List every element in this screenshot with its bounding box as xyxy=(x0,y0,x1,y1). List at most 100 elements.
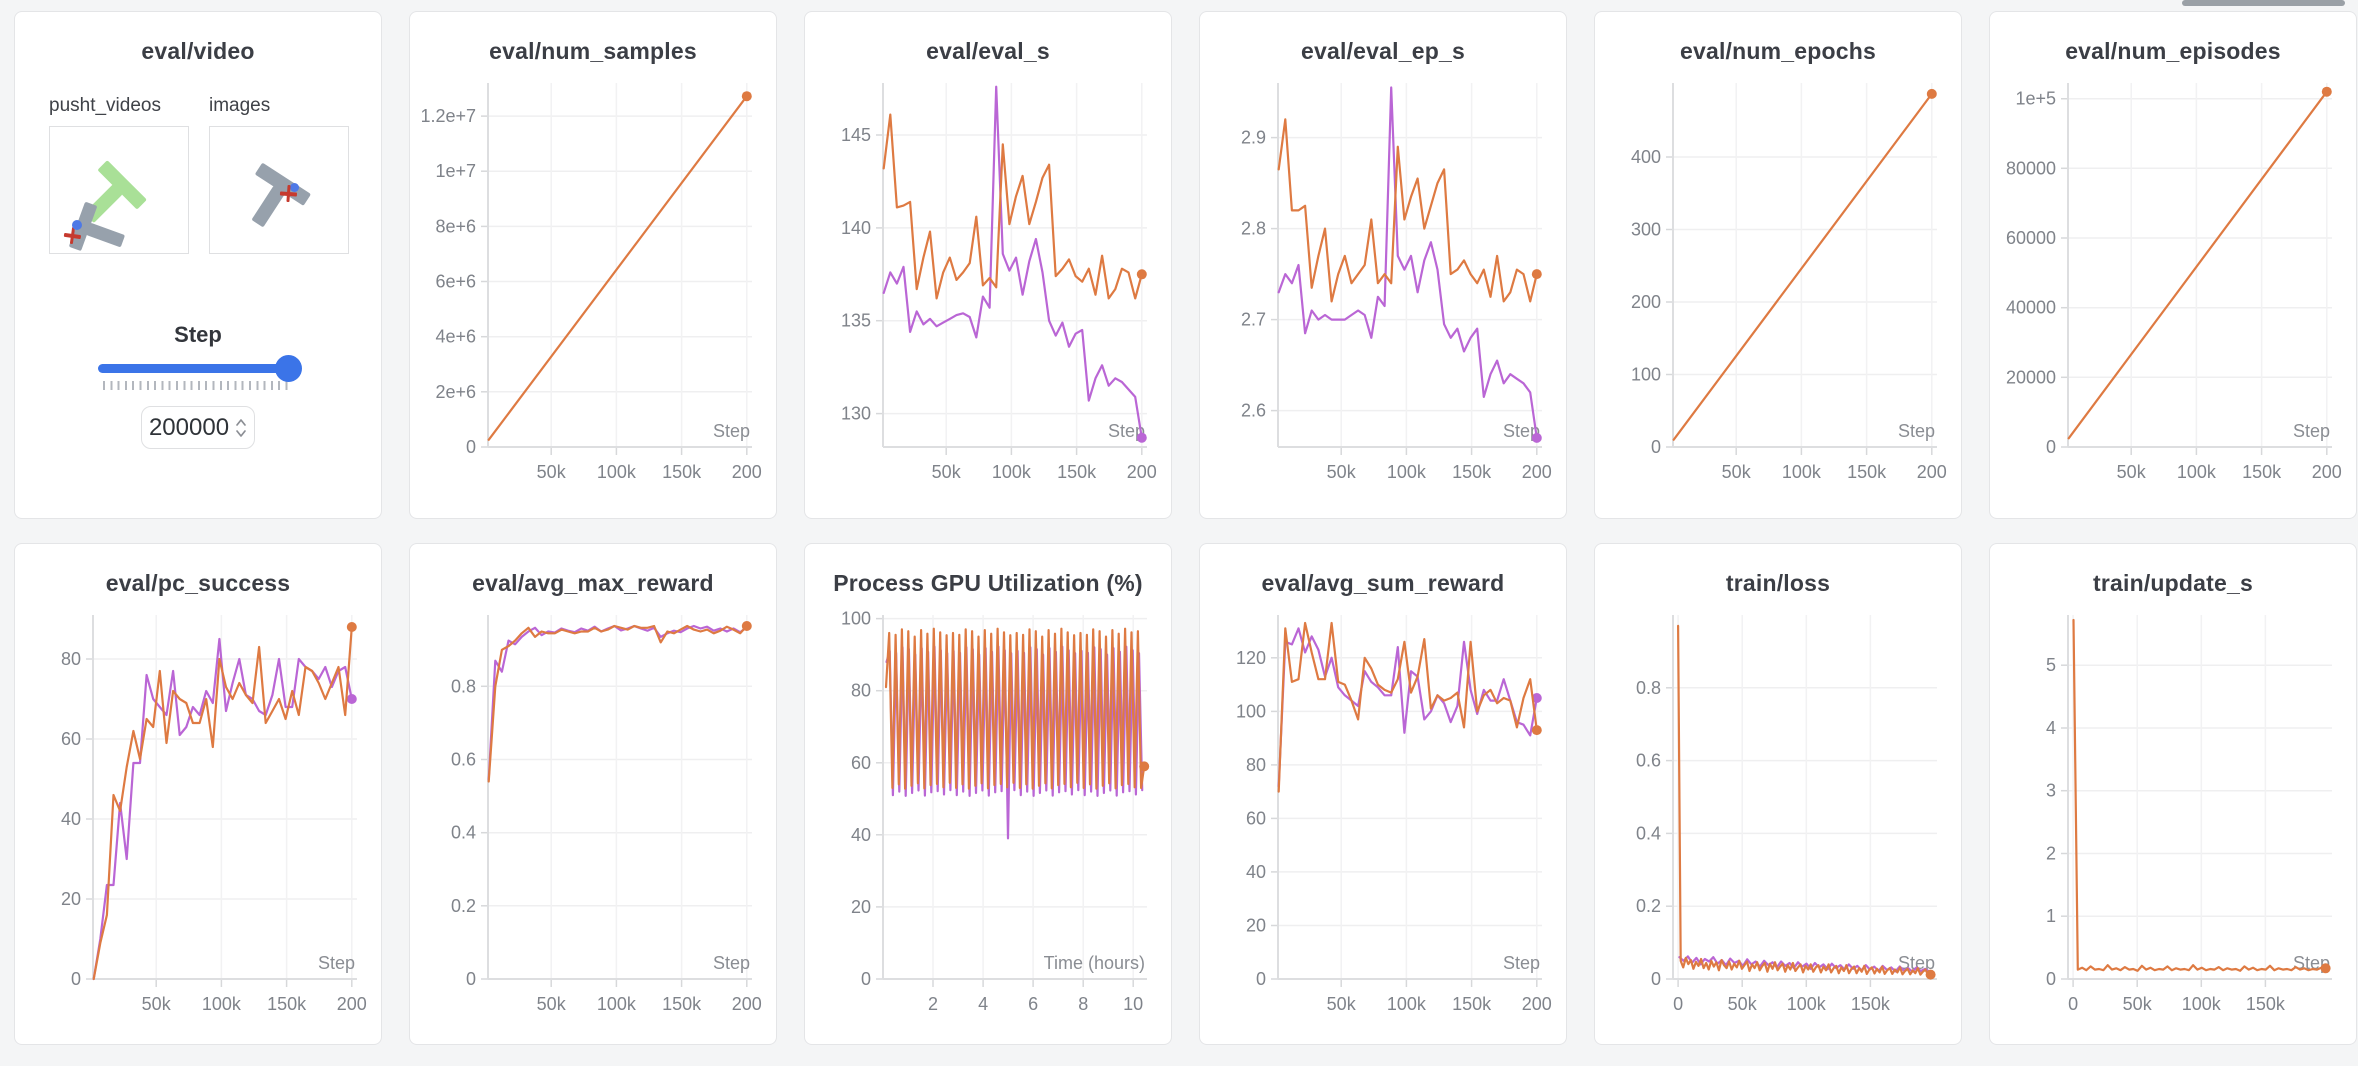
media-images: images xyxy=(209,95,349,254)
svg-text:100k: 100k xyxy=(2177,462,2217,482)
chart-eval-pc-success[interactable]: 0 20 40 60 80 50k 100k 150k 200 Step xyxy=(27,605,371,1023)
step-slider-track[interactable] xyxy=(98,355,302,382)
svg-text:100k: 100k xyxy=(597,462,637,482)
chart-eval-avg-max-reward[interactable]: 0 0.2 0.4 0.6 0.8 50k 100k 150k 200 Step xyxy=(422,605,766,1023)
agent-dot xyxy=(290,183,299,192)
svg-text:60: 60 xyxy=(851,753,871,773)
panel-title: eval/avg_sum_reward xyxy=(1261,570,1505,596)
chart-eval-eval-ep-s[interactable]: 2.6 2.7 2.8 2.9 50k 100k 150k 200 Step xyxy=(1212,73,1556,491)
svg-text:2e+6: 2e+6 xyxy=(435,382,476,402)
chart-eval-num-epochs[interactable]: 0 100 200 300 400 50k 100k 150k 200 Step xyxy=(1607,73,1951,491)
svg-text:0: 0 xyxy=(466,437,476,457)
svg-text:1e+7: 1e+7 xyxy=(435,161,476,181)
svg-text:0.8: 0.8 xyxy=(1636,678,1661,698)
panel-eval-eval-s: eval/eval_s 130 135 140 145 50k 100k 150k 200 St… xyxy=(804,11,1172,519)
step-slider-label: Step xyxy=(174,322,222,347)
agent-dot xyxy=(72,220,82,230)
svg-text:Step: Step xyxy=(1898,421,1935,441)
chart-eval-num-episodes[interactable]: 0 20000 40000 60000 80000 1e+5 50k 100k 150k 200 S… xyxy=(2002,73,2346,491)
media-row: pusht_videos images xyxy=(27,95,369,254)
panel-eval-num-episodes: eval/num_episodes 0 20000 40000 60000 80000 1… xyxy=(1989,11,2357,519)
svg-text:50k: 50k xyxy=(2117,462,2147,482)
media-label: pusht_videos xyxy=(49,95,161,116)
svg-text:2.6: 2.6 xyxy=(1241,401,1266,421)
panel-eval-pc-success: eval/pc_success 0 20 40 60 80 50k 100k 150k 200 S… xyxy=(14,543,382,1045)
chart-eval-num-samples[interactable]: 0 2e+6 4e+6 6e+6 8e+6 1e+7 1.2e+7 50k 100k 150k 20… xyxy=(422,73,766,491)
svg-text:200: 200 xyxy=(1917,462,1947,482)
panel-eval-num-epochs: eval/num_epochs 0 100 200 300 400 50k 100k 150k… xyxy=(1594,11,1962,519)
svg-text:200: 200 xyxy=(337,994,367,1014)
svg-text:20: 20 xyxy=(1246,916,1266,936)
step-slider-ticks xyxy=(103,381,293,390)
svg-text:0.4: 0.4 xyxy=(1636,823,1661,843)
svg-text:50k: 50k xyxy=(1728,994,1758,1014)
horizontal-scrollbar-thumb[interactable] xyxy=(2182,0,2345,6)
svg-text:150k: 150k xyxy=(662,462,702,482)
panel-title: eval/eval_ep_s xyxy=(1301,38,1465,64)
svg-text:Step: Step xyxy=(2293,421,2330,441)
svg-text:150k: 150k xyxy=(1847,462,1887,482)
svg-text:150k: 150k xyxy=(1057,462,1097,482)
media-label: images xyxy=(209,95,271,116)
svg-text:130: 130 xyxy=(841,404,871,424)
svg-text:50k: 50k xyxy=(1327,462,1357,482)
svg-text:Step: Step xyxy=(1108,421,1145,441)
svg-text:0.6: 0.6 xyxy=(1636,751,1661,771)
svg-text:60: 60 xyxy=(61,729,81,749)
svg-text:0: 0 xyxy=(1673,994,1683,1014)
svg-text:40: 40 xyxy=(61,809,81,829)
svg-text:5: 5 xyxy=(2046,655,2056,675)
svg-text:200: 200 xyxy=(1522,462,1552,482)
svg-text:150k: 150k xyxy=(1851,994,1891,1014)
svg-text:100k: 100k xyxy=(1387,462,1427,482)
svg-text:2.9: 2.9 xyxy=(1241,128,1266,148)
svg-text:1.2e+7: 1.2e+7 xyxy=(422,106,476,126)
svg-text:100k: 100k xyxy=(2182,994,2222,1014)
panel-grid: eval/video pusht_videos images xyxy=(14,11,2357,1045)
media-pusht-videos: pusht_videos xyxy=(49,95,189,254)
panel-eval-avg-sum-reward: eval/avg_sum_reward 0 20 40 60 80 100 120 50k 10… xyxy=(1199,543,1567,1045)
step-slider-thumb[interactable] xyxy=(275,355,302,382)
images-thumbnail[interactable] xyxy=(209,126,349,254)
chart-eval-eval-s[interactable]: 130 135 140 145 50k 100k 150k 200 Step xyxy=(817,73,1161,491)
svg-text:Step: Step xyxy=(713,953,750,973)
svg-text:50k: 50k xyxy=(1722,462,1752,482)
svg-text:1: 1 xyxy=(2046,906,2056,926)
panel-title: Process GPU Utilization (%) xyxy=(833,570,1143,596)
svg-text:100k: 100k xyxy=(1787,994,1827,1014)
svg-text:2.7: 2.7 xyxy=(1241,310,1266,330)
stepper-arrows-icon[interactable] xyxy=(235,417,247,439)
svg-text:8e+6: 8e+6 xyxy=(435,216,476,236)
svg-text:0: 0 xyxy=(71,969,81,989)
svg-text:200: 200 xyxy=(1522,994,1552,1014)
chart-eval-avg-sum-reward[interactable]: 0 20 40 60 80 100 120 50k 100k 150k 200 Step xyxy=(1212,605,1556,1023)
svg-text:0: 0 xyxy=(861,969,871,989)
svg-text:60: 60 xyxy=(1246,808,1266,828)
svg-text:50k: 50k xyxy=(537,462,567,482)
step-value-input[interactable]: 200000 xyxy=(141,406,255,449)
svg-text:100: 100 xyxy=(1236,701,1266,721)
svg-text:200: 200 xyxy=(2312,462,2342,482)
pusht-videos-thumbnail[interactable] xyxy=(49,126,189,254)
panel-title: eval/num_episodes xyxy=(2065,38,2281,64)
panel-gpu-utilization: Process GPU Utilization (%) 0 20 40 60 80 100… xyxy=(804,543,1172,1045)
svg-text:100k: 100k xyxy=(1387,994,1427,1014)
svg-text:6e+6: 6e+6 xyxy=(435,272,476,292)
svg-text:2.8: 2.8 xyxy=(1241,219,1266,239)
panel-eval-num-samples: eval/num_samples 0 2e+6 4e+6 6e+6 8e+6 1e+7 1.… xyxy=(409,11,777,519)
svg-text:40: 40 xyxy=(1246,862,1266,882)
panel-title: train/update_s xyxy=(2092,570,2253,596)
svg-text:0.2: 0.2 xyxy=(451,896,476,916)
chart-gpu-utilization[interactable]: 0 20 40 60 80 100 2 4 6 8 10 Time (hours) xyxy=(817,605,1161,1023)
panel-title: eval/num_epochs xyxy=(1679,38,1877,64)
svg-text:Time (hours): Time (hours) xyxy=(1044,953,1145,973)
svg-text:140: 140 xyxy=(841,218,871,238)
svg-text:0: 0 xyxy=(1651,437,1661,457)
svg-text:8: 8 xyxy=(1078,994,1088,1014)
svg-text:50k: 50k xyxy=(142,994,172,1014)
svg-text:20000: 20000 xyxy=(2006,367,2056,387)
svg-text:Step: Step xyxy=(318,953,355,973)
svg-text:0.4: 0.4 xyxy=(451,823,476,843)
